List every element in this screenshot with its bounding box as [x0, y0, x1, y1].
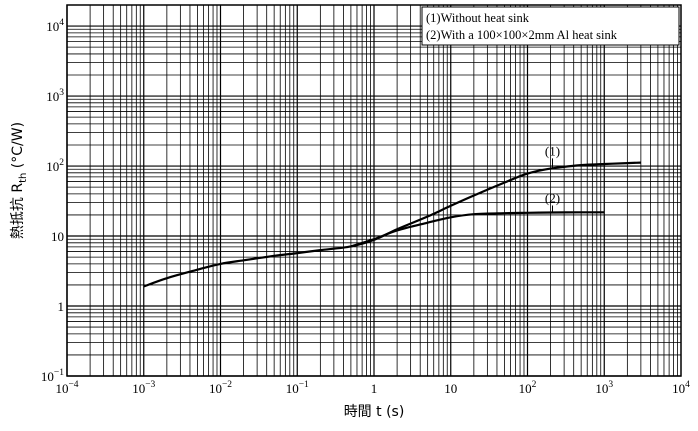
- y-tick-label: 103: [46, 88, 64, 104]
- series-line-2: [350, 211, 605, 248]
- x-tick-label: 10−2: [209, 380, 232, 396]
- y-tick-label: 10: [51, 229, 64, 244]
- legend-item-with-heat-sink: (2)With a 100×100×2mm Al heat sink: [426, 28, 618, 42]
- x-tick-label: 103: [595, 380, 613, 396]
- x-tick-label: 104: [672, 380, 690, 396]
- series-callout-1: (1): [545, 143, 560, 158]
- x-tick-label: 1: [371, 381, 378, 396]
- grid: [66, 4, 681, 377]
- plot-frame: [66, 4, 682, 377]
- legend-box: [421, 6, 680, 46]
- x-tick-label: 10−1: [286, 380, 309, 396]
- y-axis-label: 熱抵抗 Rth (°C/W): [10, 122, 29, 239]
- series-layer: (1) (2): [143, 143, 641, 288]
- x-axis-label: 時間 t (s): [344, 404, 405, 420]
- legend: (1)Without heat sink (2)With a 100×100×2…: [421, 6, 680, 46]
- y-tick-label: 1: [58, 299, 65, 314]
- x-tick-label: 10−4: [55, 380, 78, 396]
- series-line-1: [143, 161, 641, 288]
- series-callout-2: (2): [545, 191, 560, 206]
- y-tick-label: 102: [46, 158, 64, 174]
- y-tick-label: 104: [46, 18, 64, 34]
- x-tick-label: 10−3: [132, 380, 155, 396]
- y-axis-label-text: 熱抵抗 Rth (°C/W): [10, 122, 29, 239]
- x-tick-label: 10: [444, 381, 457, 396]
- legend-item-without-heat-sink: (1)Without heat sink: [426, 11, 530, 25]
- x-tick-label: 102: [519, 380, 537, 396]
